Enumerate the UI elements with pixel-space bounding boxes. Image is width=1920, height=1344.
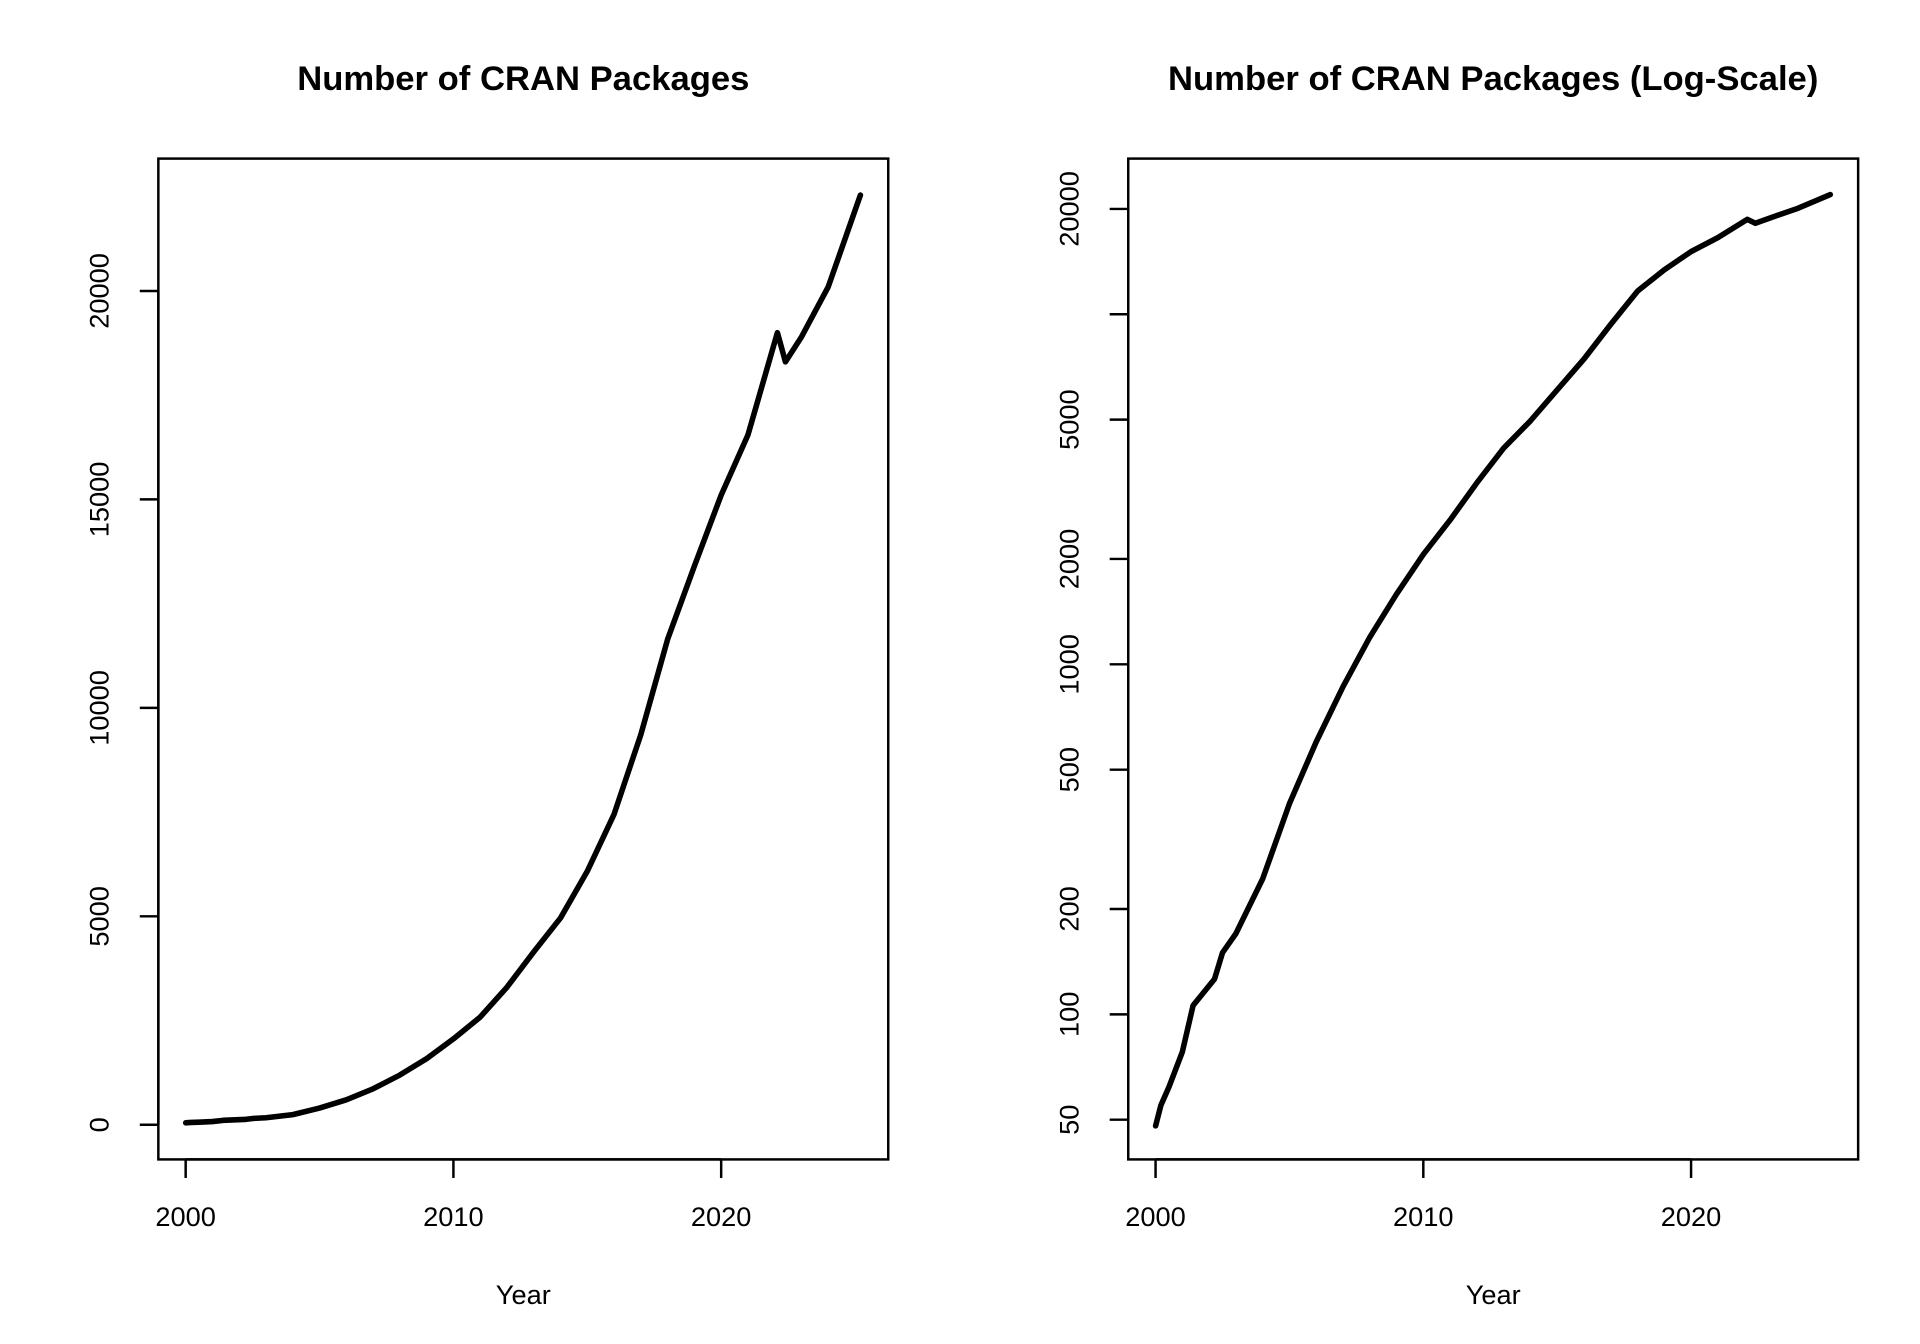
y-tick-label: 1000 [1054, 634, 1085, 695]
x-axis-label: Year [1466, 1279, 1521, 1310]
x-tick-label: 2020 [691, 1201, 752, 1232]
y-tick-label: 100 [1054, 992, 1085, 1037]
x-tick-label: 2010 [1393, 1201, 1454, 1232]
y-tick-label: 20000 [84, 253, 115, 329]
y-tick-label: 200 [1054, 886, 1085, 931]
plot-frame [1127, 157, 1860, 1161]
y-tick-label: 50 [1054, 1105, 1085, 1135]
x-tick-label: 2000 [155, 1201, 216, 1232]
y-tick-label: 0 [84, 1117, 115, 1132]
y-tick-label: 500 [1054, 747, 1085, 792]
x-tick-label: 2000 [1125, 1201, 1186, 1232]
y-tick-label: 20000 [1054, 171, 1085, 247]
y-tick-label: 5000 [1054, 389, 1085, 450]
chart-title: Number of CRAN Packages [297, 60, 749, 98]
plot-frame [157, 157, 890, 1161]
data-line [1152, 191, 1834, 1129]
y-tick-label: 10000 [84, 670, 115, 746]
x-tick-label: 2020 [1661, 1201, 1722, 1232]
chart-title: Number of CRAN Packages (Log-Scale) [1168, 60, 1818, 98]
y-tick-label: 5000 [84, 886, 115, 947]
data-line [182, 192, 864, 1126]
y-tick-label: 15000 [84, 462, 115, 538]
x-tick-label: 2010 [423, 1201, 484, 1232]
x-axis-label: Year [496, 1279, 551, 1310]
y-tick-label: 2000 [1054, 529, 1085, 590]
